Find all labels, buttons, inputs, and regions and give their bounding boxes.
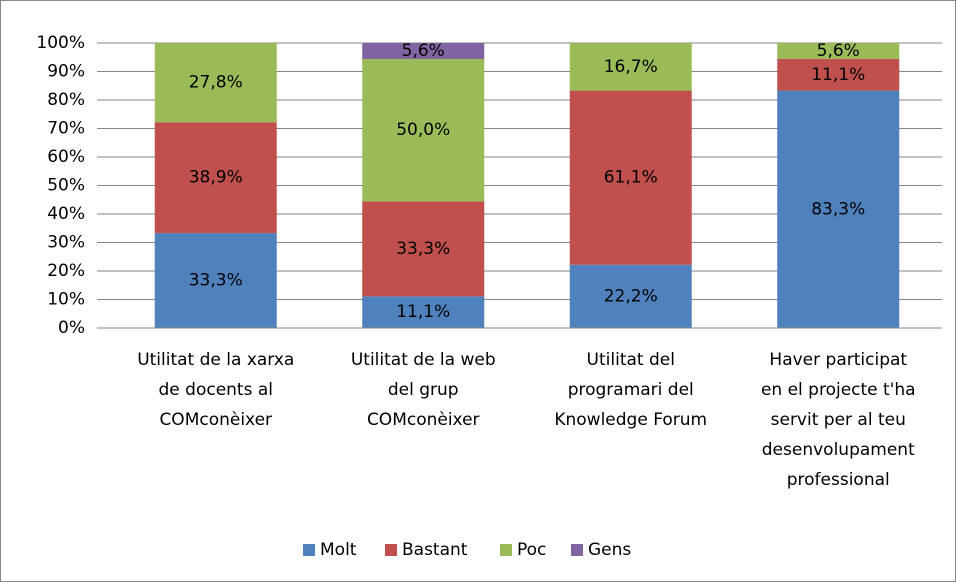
data-label: 33,3% — [189, 271, 243, 291]
bar-segment — [777, 58, 900, 91]
bar-segment — [362, 58, 485, 202]
bar-segment — [777, 90, 900, 328]
y-tick-label: 50% — [47, 176, 85, 196]
data-label: 27,8% — [189, 73, 243, 93]
x-tick-label-line: del grup — [388, 380, 459, 400]
data-label: 61,1% — [604, 168, 658, 188]
data-label: 11,1% — [396, 302, 450, 322]
x-tick-label-line: en el projecte t'ha — [761, 380, 916, 400]
y-tick-label: 70% — [47, 119, 85, 139]
data-label: 5,6% — [402, 41, 445, 61]
x-tick-label: Utilitat del programari del Knowledge Foru… — [554, 350, 707, 430]
y-tick-label: 30% — [47, 233, 85, 253]
bar-segment — [362, 201, 485, 297]
x-tick-label-line: programari del — [568, 380, 694, 400]
bar-segment — [362, 43, 485, 59]
x-tick-label-line: de docents al — [159, 380, 274, 400]
bar-segment — [362, 296, 485, 328]
x-tick-label: Utilitat de la web del grup COMconèixer — [351, 350, 496, 430]
bar-segment — [569, 90, 692, 265]
x-tick-label-line: desenvolupament — [762, 440, 915, 460]
data-label: 16,7% — [604, 57, 658, 77]
y-tick-label: 100% — [36, 33, 85, 53]
y-tick-label: 60% — [47, 147, 85, 167]
y-tick-label: 40% — [47, 204, 85, 224]
bar-segment — [154, 233, 277, 328]
y-tick-label: 80% — [47, 90, 85, 110]
bar-segment — [777, 43, 900, 59]
x-tick-label-line: COMconèixer — [159, 410, 272, 430]
data-label: 11,1% — [811, 65, 865, 85]
legend-label: Bastant — [402, 540, 468, 560]
bar-segment — [569, 264, 692, 328]
data-label: 50,0% — [396, 120, 450, 140]
y-tick-label: 0% — [58, 318, 85, 338]
x-tick-label-line: COMconèixer — [367, 410, 480, 430]
bar-segment — [154, 43, 277, 123]
x-tick-label-line: professional — [787, 470, 890, 490]
x-tick-label-line: servit per al teu — [771, 410, 906, 430]
legend-label: Gens — [588, 540, 631, 560]
bar-segment — [154, 122, 277, 234]
y-tick-label: 90% — [47, 62, 85, 82]
legend-label: Poc — [517, 540, 546, 560]
legend-swatch — [571, 544, 583, 556]
data-label: 83,3% — [811, 199, 865, 219]
x-tick-label-line: Haver participat — [769, 350, 907, 370]
data-label: 33,3% — [396, 239, 450, 259]
legend-swatch — [500, 544, 512, 556]
bar-segment — [569, 43, 692, 91]
legend-swatch — [303, 544, 315, 556]
x-tick-label-line: Utilitat de la web — [351, 350, 496, 370]
x-tick-label-line: Utilitat del — [587, 350, 675, 370]
data-label: 22,2% — [604, 286, 658, 306]
x-tick-label: Utilitat de la xarxa de docents al COMconè… — [137, 350, 294, 430]
data-label: 38,9% — [189, 168, 243, 188]
legend-label: Molt — [320, 540, 357, 560]
y-tick-label: 20% — [47, 261, 85, 281]
data-label: 5,6% — [817, 41, 860, 61]
x-tick-label-line: Utilitat de la xarxa — [137, 350, 294, 370]
y-tick-label: 10% — [47, 290, 85, 310]
x-tick-label: Haver participat en el projecte t'ha servi… — [761, 350, 916, 490]
legend-swatch — [385, 544, 397, 556]
x-tick-label-line: Knowledge Forum — [554, 410, 707, 430]
